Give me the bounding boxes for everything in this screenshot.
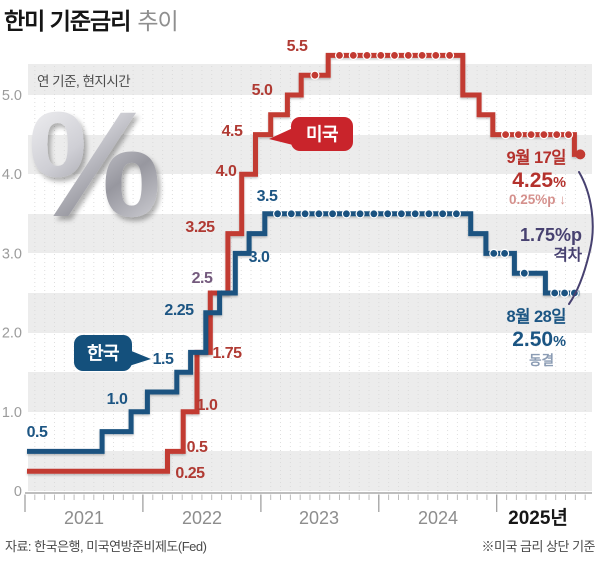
kr-hold-dot [451, 209, 461, 219]
y-tick-label: 5.0 [2, 88, 22, 104]
year-label: 2024 [418, 508, 458, 528]
us-end-dot [575, 149, 586, 160]
series-lines [27, 50, 586, 474]
kr-hold-dot [355, 209, 365, 219]
year-label: 2022 [182, 508, 222, 528]
rate-label: 1.75 [212, 345, 242, 362]
us-hold-dot [445, 50, 455, 61]
kr-hold-dot [489, 248, 499, 258]
footer: 자료: 한국은행, 미국연방준비제도(Fed) ※미국 금리 상단 기준 [0, 536, 600, 555]
us-rate-change: 0.25%p ↓ [509, 192, 566, 207]
year-label: 2021 [64, 508, 104, 528]
us-hold-dot [362, 50, 372, 61]
kr-hold-dot [328, 209, 338, 219]
kr-hold-dot [438, 209, 448, 219]
us-hold-dot [334, 50, 345, 61]
bubble-label: 한국 [87, 344, 119, 364]
us-hold-dot [563, 130, 574, 140]
y-tick-label: 4.0 [2, 167, 22, 183]
year-label: 2025년 [508, 507, 568, 529]
rate-label: 0.25 [175, 465, 205, 482]
kr-hold-dot [300, 209, 310, 219]
kr-hold-dot [500, 248, 510, 258]
us-hold-dot [389, 50, 400, 61]
note-text: ※미국 금리 상단 기준 [481, 539, 595, 554]
gap-label: 격차 [553, 246, 582, 264]
bubble-label: 미국 [306, 125, 338, 145]
grid-band [28, 64, 592, 95]
us-hold-dot [539, 130, 549, 140]
kr-hold-dot [286, 209, 296, 219]
rate-label: 1.5 [153, 351, 174, 368]
y-tick-label: 3.0 [2, 246, 22, 262]
chart-subtitle: 연 기준, 현지시간 [37, 74, 130, 89]
axes: 2021 2022 2023 2024 2025년 5.0 4.0 3.0 2.0 1.0 0 [2, 88, 592, 529]
percent-watermark: % [28, 80, 161, 248]
rate-label: 2.5 [192, 270, 213, 287]
source-text: 자료: 한국은행, 미국연방준비제도(Fed) [5, 539, 207, 554]
rate-label: 3.5 [257, 188, 278, 205]
kr-hold-dot [369, 209, 379, 219]
rate-label: 0.5 [27, 424, 48, 441]
kr-hold-dot [273, 209, 283, 219]
us-hold-dot [552, 130, 562, 140]
us-hold-dot [417, 50, 427, 61]
kr-hold-dot [559, 288, 570, 298]
us-hold-dot [310, 70, 320, 80]
kr-hold-dot [396, 209, 406, 219]
rate-label: 3.0 [249, 249, 270, 266]
us-decision-date: 9월 17일 [507, 148, 566, 167]
us-hold-dot [431, 50, 441, 61]
kr-country-bubble: 한국 [74, 335, 151, 371]
us-hold-dot [501, 130, 511, 140]
rate-label: 2.25 [164, 302, 194, 319]
year-label: 2023 [299, 508, 339, 528]
us-hold-dot [403, 50, 413, 61]
kr-hold-dot [314, 209, 324, 219]
us-country-bubble: 미국 [269, 117, 353, 151]
annotations: 9월 17일 4.25%0.25%p ↓ 1.75%p격차 8월 28일 2.50%동결 [507, 148, 594, 368]
kr-hold-dot [383, 209, 393, 219]
us-hold-dot [526, 130, 536, 140]
kr-rate-change: 동결 [529, 352, 554, 368]
rate-label: 0.5 [187, 439, 208, 456]
us-hold-dot [348, 50, 358, 61]
us-rate-value: 4.25% [512, 169, 566, 192]
kr-hold-dot [341, 209, 351, 219]
bubble-body [74, 335, 132, 371]
y-tick-label: 1.0 [2, 405, 22, 421]
kr-decision-date: 8월 28일 [507, 307, 566, 326]
title-sub: 추이 [137, 8, 178, 34]
rate-label: 5.5 [287, 38, 308, 55]
title-main: 한미 기준금리 [4, 8, 131, 34]
value-labels: 0.25 0.5 1.0 1.75 2.5 3.25 4.0 4.5 5.0 5.5 0.5 1.0 1… [27, 38, 353, 482]
bubble-tail [129, 350, 151, 366]
rate-label: 3.25 [185, 219, 215, 236]
bubble-body [291, 117, 353, 151]
y-tick-label: 0 [14, 484, 22, 500]
kr-hold-dot [424, 209, 434, 219]
page-title: 한미 기준금리 추이 [4, 2, 179, 36]
gap-value: 1.75%p [520, 225, 582, 245]
kr-hold-dot [519, 268, 529, 278]
rate-label: 1.0 [107, 391, 128, 408]
bubble-tail [269, 128, 293, 145]
us-hold-dot [513, 130, 524, 140]
rate-label: 4.0 [216, 163, 237, 180]
kr-hold-dot [410, 209, 420, 219]
gap-bracket [568, 171, 594, 305]
rate-label: 4.5 [222, 123, 243, 140]
y-tick-label: 2.0 [2, 326, 22, 342]
kr-rate-value: 2.50% [512, 328, 566, 351]
us-hold-dot [376, 50, 386, 61]
month-gridlines [34, 66, 586, 491]
us-line [27, 52, 583, 474]
rate-label: 1.0 [197, 397, 218, 414]
kr-hold-dot [550, 288, 560, 298]
rate-label: 5.0 [252, 82, 273, 99]
